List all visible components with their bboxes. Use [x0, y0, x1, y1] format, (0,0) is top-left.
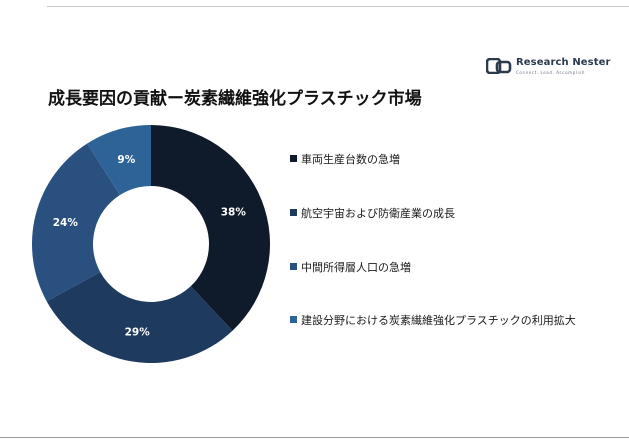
legend-swatch-3 — [290, 263, 297, 270]
research-nester-logo: Research Nester Connect. Lead. Accomplis… — [486, 57, 610, 77]
slice-value-label-2: 29% — [125, 326, 151, 338]
donut-slice-4 — [87, 125, 151, 196]
slice-value-label-3: 24% — [53, 217, 79, 229]
legend-label-2: 航空宇宙および防衛産業の成長 — [301, 207, 455, 220]
bottom-divider — [0, 437, 629, 438]
legend-swatch-1 — [290, 155, 297, 162]
slice-value-label-1: 38% — [221, 206, 247, 218]
logo-tagline: Connect. Lead. Accomplish — [516, 70, 586, 75]
donut-slice-3 — [31, 143, 120, 302]
chart-title: 成長要因の貢献ー炭素繊維強化プラスチック市場 — [48, 89, 422, 109]
logo-name: Research Nester — [516, 57, 611, 68]
legend-swatch-2 — [290, 209, 297, 216]
legend-swatch-4 — [290, 316, 297, 323]
legend-label-1: 車両生産台数の急増 — [301, 153, 400, 166]
legend-label-4: 建設分野における炭素繊維強化プラスチックの利用拡大 — [301, 314, 576, 327]
donut-slice-2 — [46, 271, 233, 363]
top-divider — [47, 6, 629, 7]
legend-label-3: 中間所得層人口の急増 — [301, 261, 411, 274]
slice-value-label-4: 9% — [117, 154, 135, 166]
logo-mark-icon — [486, 58, 512, 74]
donut-slice-1 — [151, 125, 271, 331]
